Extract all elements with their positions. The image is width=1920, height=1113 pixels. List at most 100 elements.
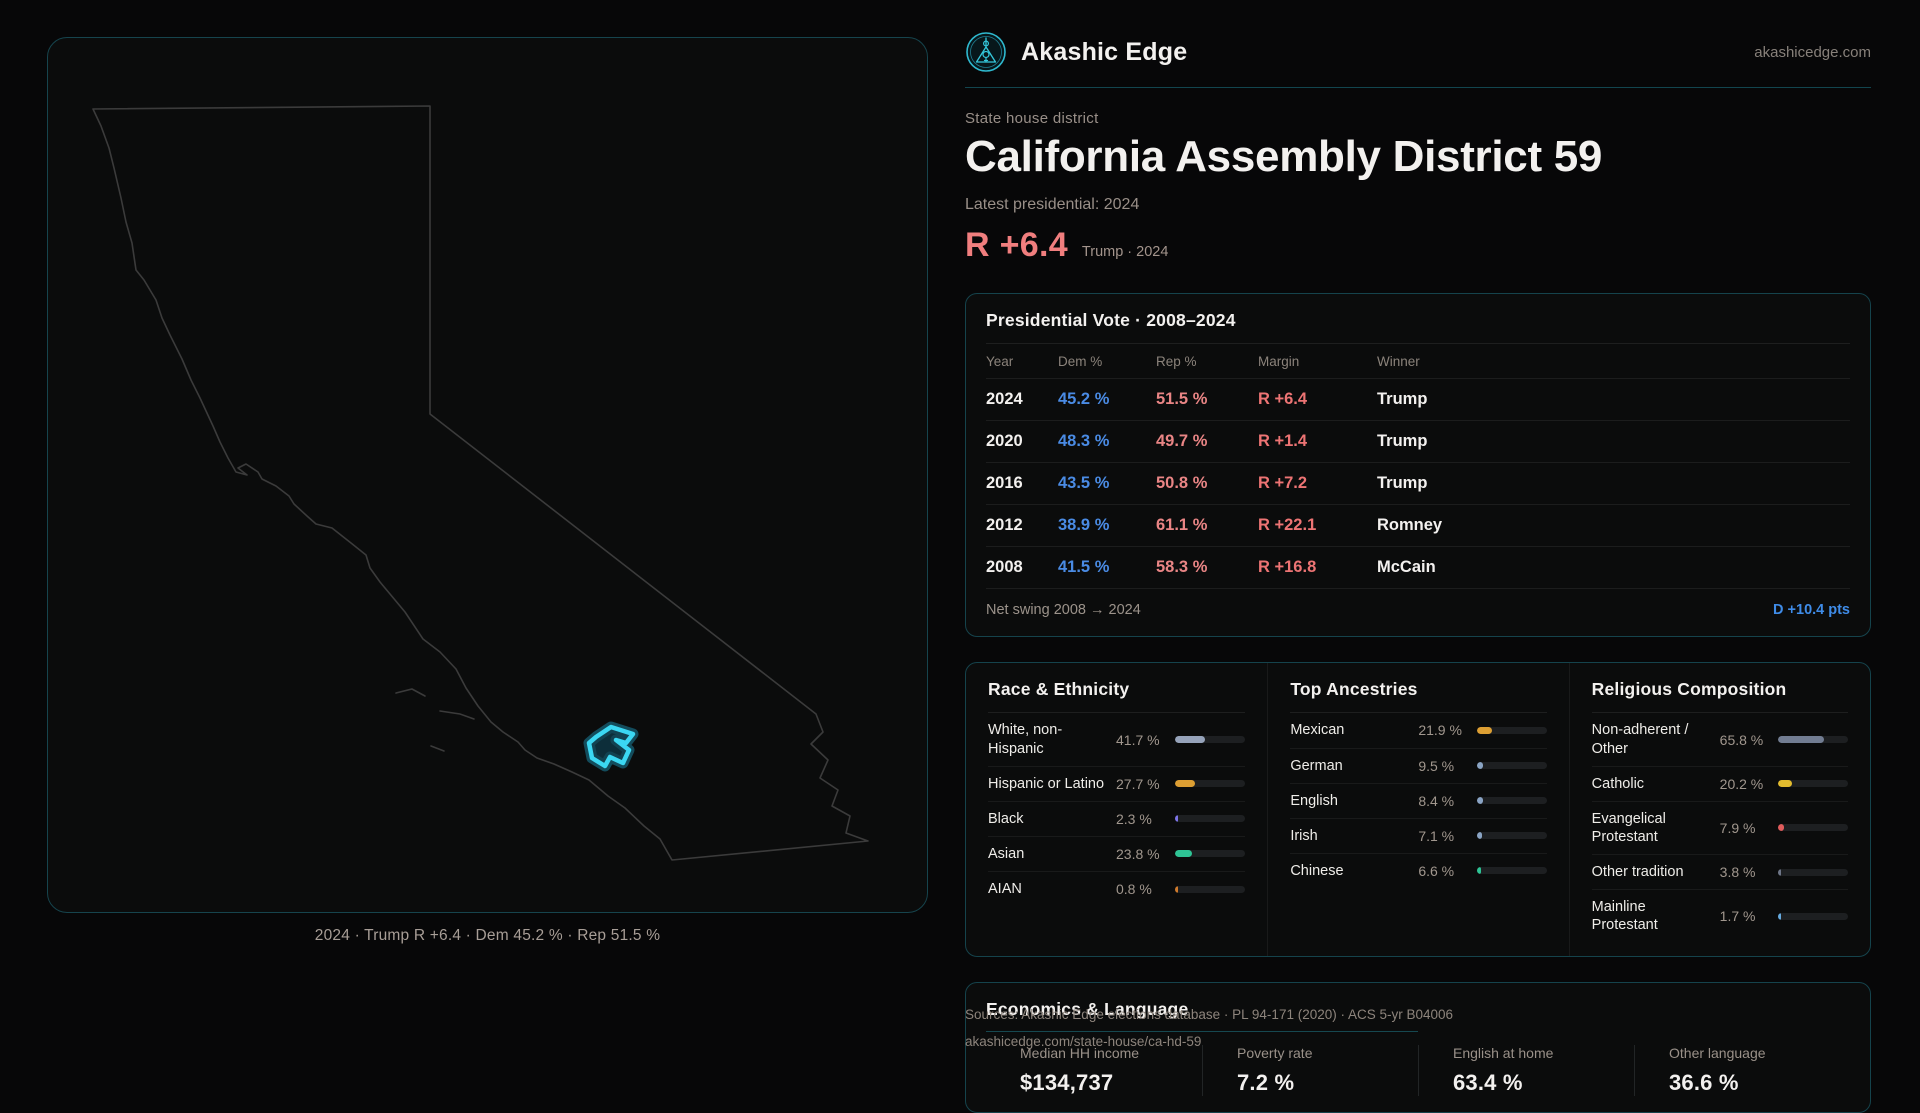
stat-row: Mainline Protestant 1.7 % bbox=[1592, 890, 1848, 942]
stat-label: AIAN bbox=[988, 881, 1022, 898]
cell-margin: R +1.4 bbox=[1258, 432, 1308, 451]
stat-bar-track bbox=[1778, 912, 1848, 920]
economic-stat-label: Other language bbox=[1669, 1045, 1766, 1062]
akashic-edge-logo-icon bbox=[966, 32, 1006, 72]
stat-row: Asian 23.8 % bbox=[988, 837, 1246, 873]
stat-value: 41.7 % bbox=[1116, 731, 1160, 748]
stat-bar-fill bbox=[1778, 868, 1781, 876]
stat-row: Chinese 6.6 % bbox=[1290, 854, 1547, 888]
stat-value: 2.3 % bbox=[1116, 810, 1152, 827]
economic-stat-value: 36.6 % bbox=[1669, 1070, 1739, 1096]
sources-footer: Sources: Akashic Edge elections database… bbox=[965, 1001, 1525, 1055]
cell-winner: Trump bbox=[1377, 432, 1428, 451]
economics-title-rule bbox=[986, 1031, 1418, 1033]
source-url-link[interactable]: akashicedge.com/state-house/ca-hd-59 bbox=[965, 1034, 1202, 1049]
brand-name: Akashic Edge bbox=[1021, 37, 1188, 66]
stat-row: White, non-Hispanic 41.7 % bbox=[988, 713, 1246, 767]
stat-bar-track bbox=[1778, 736, 1848, 744]
stat-row: Hispanic or Latino 27.7 % bbox=[988, 767, 1246, 802]
stat-label: White, non-Hispanic bbox=[988, 722, 1063, 757]
religion-title-rule bbox=[1591, 712, 1848, 714]
stat-bar-fill bbox=[1175, 815, 1178, 823]
stat-bar-fill bbox=[1778, 824, 1784, 832]
stat-bar-fill bbox=[1778, 780, 1793, 788]
stat-value: 65.8 % bbox=[1719, 731, 1764, 748]
stat-value: 20.2 % bbox=[1719, 775, 1764, 792]
stat-label: English bbox=[1290, 792, 1338, 809]
stat-row: Catholic 20.2 % bbox=[1591, 767, 1848, 802]
race-rows: White, non-Hispanic 41.7 % Hispanic or Lat… bbox=[988, 713, 1246, 906]
stat-bar-fill bbox=[1476, 726, 1492, 734]
cell-rep-pct: 49.7 % bbox=[1156, 432, 1208, 451]
stat-label: Non-adherent / Other bbox=[1591, 722, 1689, 757]
vote-card-title: Presidential Vote · 2008–2024 bbox=[986, 310, 1236, 331]
economic-stat-value: 7.2 % bbox=[1237, 1070, 1295, 1096]
margin-context: Trump · 2024 bbox=[1081, 244, 1169, 261]
stat-value: 27.7 % bbox=[1116, 775, 1160, 792]
col-dem: Dem % bbox=[1058, 354, 1103, 370]
cell-rep-pct: 50.8 % bbox=[1156, 474, 1208, 493]
stat-label: Black bbox=[988, 810, 1024, 827]
stat-bar-track bbox=[1476, 867, 1547, 875]
vote-title-rule bbox=[986, 343, 1850, 345]
ancestries-section-title: Top Ancestries bbox=[1290, 679, 1418, 700]
page-title: California Assembly District 59 bbox=[965, 132, 1603, 181]
cell-year: 2012 bbox=[986, 516, 1023, 535]
cell-dem-pct: 41.5 % bbox=[1058, 558, 1110, 577]
stat-bar-fill bbox=[1476, 867, 1482, 875]
col-rep: Rep % bbox=[1156, 354, 1197, 370]
stat-bar-track bbox=[1175, 885, 1246, 893]
stat-row: German 9.5 % bbox=[1290, 749, 1547, 784]
stat-bar-track bbox=[1175, 736, 1246, 744]
net-swing-value: D +10.4 pts bbox=[1773, 602, 1850, 619]
stat-row: Evangelical Protestant 7.9 % bbox=[1591, 802, 1848, 856]
col-year: Year bbox=[986, 354, 1014, 370]
california-outline bbox=[92, 105, 869, 861]
state-map-panel bbox=[47, 37, 928, 913]
map-caption: 2024 · Trump R +6.4 · Dem 45.2 % · Rep 5… bbox=[314, 927, 661, 944]
demographics-card: Race & Ethnicity White, non-Hispanic 41.7… bbox=[965, 662, 1871, 958]
economic-stat-value: 63.4 % bbox=[1453, 1070, 1523, 1096]
stat-row: Other tradition 3.8 % bbox=[1591, 855, 1848, 891]
table-row: 2020 48.3 % 49.7 % R +1.4 Trump bbox=[986, 420, 1850, 462]
presidential-vote-table: Year Dem % Rep % Margin Winner 2024 45.2 … bbox=[986, 344, 1850, 588]
stat-bar-track bbox=[1175, 815, 1246, 823]
stat-bar-fill bbox=[1175, 850, 1192, 858]
net-swing-label: Net swing 2008 → 2024 bbox=[986, 602, 1141, 619]
stat-label: Hispanic or Latino bbox=[988, 775, 1105, 792]
cell-margin: R +7.2 bbox=[1258, 474, 1308, 493]
stat-bar-track bbox=[1476, 832, 1547, 840]
economic-stat: Other language 36.6 % bbox=[1634, 1045, 1850, 1097]
stat-bar-track bbox=[1778, 824, 1848, 832]
cell-margin: R +22.1 bbox=[1258, 516, 1317, 535]
race-ethnicity-section: Race & Ethnicity White, non-Hispanic 41.7… bbox=[966, 663, 1267, 956]
stat-bar-fill bbox=[1778, 736, 1825, 744]
economics-title: Economics & Language bbox=[986, 999, 1189, 1020]
ancestries-title-rule bbox=[1290, 712, 1547, 714]
stat-bar-fill bbox=[1778, 912, 1781, 920]
district-shape[interactable] bbox=[586, 724, 636, 769]
stat-label: Chinese bbox=[1290, 862, 1344, 879]
cell-winner: McCain bbox=[1377, 558, 1436, 577]
stat-value: 23.8 % bbox=[1116, 845, 1160, 862]
cell-year: 2016 bbox=[986, 474, 1023, 493]
stat-bar-fill bbox=[1476, 797, 1483, 805]
stat-row: English 8.4 % bbox=[1290, 784, 1547, 819]
stat-value: 3.8 % bbox=[1719, 864, 1756, 881]
col-winner: Winner bbox=[1377, 354, 1420, 370]
headline-margin: R +6.4 Trump · 2024 bbox=[965, 226, 1871, 265]
stat-row: Mexican 21.9 % bbox=[1290, 713, 1547, 749]
stat-bar-track bbox=[1778, 868, 1848, 876]
stat-label: Evangelical Protestant bbox=[1591, 810, 1666, 845]
stat-label: Mainline Protestant bbox=[1591, 899, 1658, 934]
latest-presidential-label: Latest presidential: 2024 bbox=[965, 196, 1140, 214]
site-link[interactable]: akashicedge.com bbox=[1754, 43, 1871, 61]
stat-value: 0.8 % bbox=[1116, 881, 1152, 898]
stat-bar-track bbox=[1175, 780, 1246, 788]
cell-dem-pct: 38.9 % bbox=[1058, 516, 1110, 535]
channel-islands bbox=[395, 688, 475, 752]
stat-bar-fill bbox=[1476, 762, 1484, 770]
cell-margin: R +16.8 bbox=[1258, 558, 1317, 577]
race-title-rule bbox=[988, 712, 1246, 714]
stat-bar-track bbox=[1175, 850, 1246, 858]
